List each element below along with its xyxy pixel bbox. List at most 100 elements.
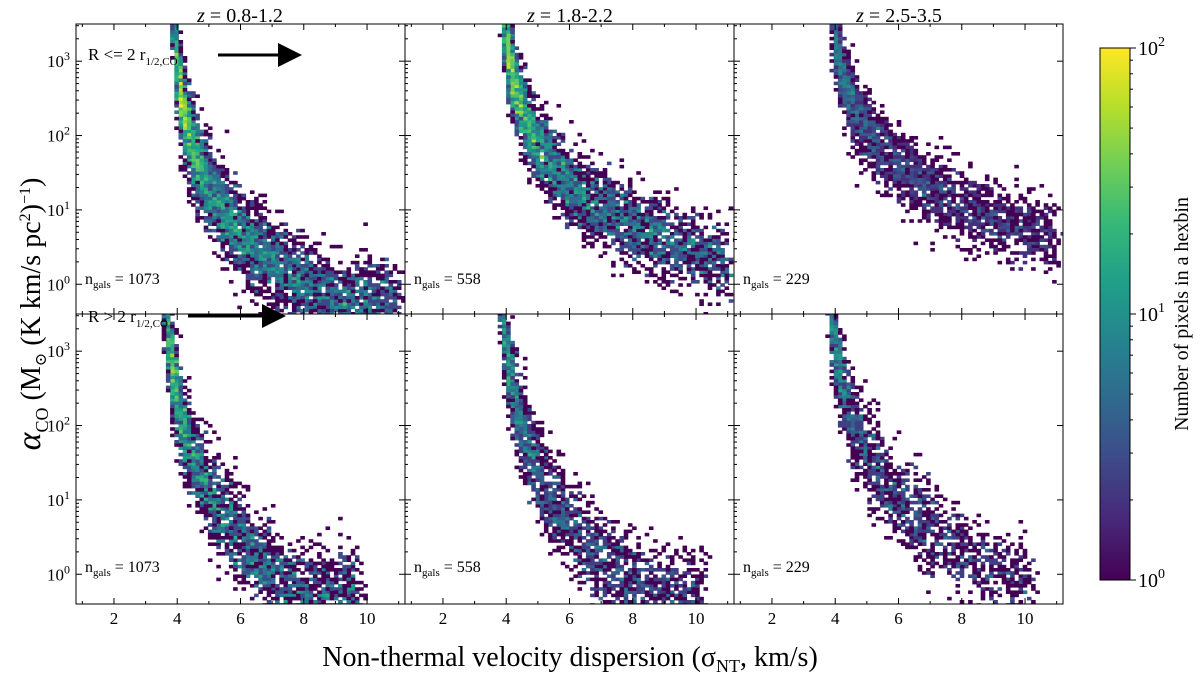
hexbin-cell: [674, 584, 679, 588]
hexbin-cell: [837, 46, 843, 50]
hexbin-cell: [275, 564, 280, 569]
hexbin-cell: [392, 308, 398, 313]
hexbin-cell: [220, 500, 226, 505]
hexbin-cell: [317, 632, 322, 636]
hexbin-cell: [245, 260, 251, 265]
hexbin-cell: [275, 305, 280, 310]
hexbin-cell: [535, 155, 541, 159]
hexbin-cell: [997, 203, 1003, 207]
hexbin-cell: [669, 251, 675, 255]
hexbin-cell: [1005, 219, 1011, 223]
hexbin-cell: [266, 241, 272, 246]
hexbin-cell: [279, 289, 284, 294]
hexbin-cell: [602, 216, 608, 220]
hexbin-cell: [602, 536, 608, 540]
hexbin-cell: [342, 606, 347, 610]
hexbin-cell: [627, 209, 633, 214]
hexbin-cell: [279, 577, 284, 582]
hexbin-cell: [896, 200, 902, 204]
hexbin-cell: [203, 209, 209, 214]
hexbin-cell: [212, 196, 217, 201]
hexbin-cell: [615, 200, 620, 204]
hexbin-cell: [178, 56, 184, 60]
hexbin-cell: [560, 171, 566, 175]
hexbin-cell: [224, 491, 230, 495]
hexbin-cell: [686, 216, 692, 220]
hexbin-cell: [913, 203, 919, 207]
hexbin-cell: [539, 164, 545, 169]
hexbin-cell: [363, 344, 368, 348]
hexbin-cell: [501, 49, 507, 54]
hexbin-cell: [720, 251, 725, 255]
hexbin-cell: [174, 331, 179, 335]
hexbin-cell: [305, 322, 310, 326]
hexbin-cell: [518, 120, 524, 124]
hexbin-cell: [224, 267, 230, 271]
hexbin-cell: [1052, 244, 1057, 249]
hexbin-cell: [972, 216, 977, 220]
hexbin-cell: [182, 129, 188, 134]
hexbin-cell: [682, 244, 688, 249]
hexbin-cell: [287, 267, 293, 271]
hexbin-cell: [1039, 209, 1045, 214]
hexbin-cell: [367, 254, 373, 258]
hexbin-cell: [552, 171, 557, 175]
hexbin-cell: [829, 68, 835, 73]
hexbin-cell: [170, 372, 175, 377]
hexbin-cell: [888, 152, 893, 156]
hexbin-cell: [220, 190, 226, 194]
hexbin-cell: [830, 2, 835, 6]
hexbin-cell: [216, 532, 221, 537]
hexbin-cell: [178, 59, 184, 63]
hexbin-cell: [611, 228, 616, 233]
hexbin-cell: [321, 580, 326, 585]
hexbin-cell: [879, 139, 885, 143]
hexbin-cell: [291, 308, 297, 313]
hexbin-cell: [854, 132, 860, 137]
hexbin-cell: [711, 257, 717, 262]
hexbin-cell: [527, 123, 532, 127]
hexbin-cell: [266, 584, 272, 588]
hexbin-cell: [699, 228, 704, 233]
hexbin-cell: [506, 8, 511, 12]
hexbin-cell: [972, 200, 977, 204]
hexbin-cell: [170, 56, 175, 60]
hexbin-cell: [522, 81, 528, 86]
hexbin-cell: [627, 187, 633, 191]
hexbin-cell: [237, 491, 242, 495]
hexbin-cell: [325, 289, 331, 294]
hexbin-cell: [191, 456, 196, 460]
hexbin-cell: [535, 148, 541, 153]
hexbin-cell: [389, 344, 394, 348]
hexbin-cell: [270, 264, 276, 268]
hexbin-cell: [858, 142, 864, 146]
hexbin-cell: [1052, 209, 1057, 214]
hexbin-cell: [207, 235, 213, 239]
hexbin-cell: [321, 296, 326, 300]
hexbin-cell: [347, 315, 352, 319]
hexbin-cell: [342, 325, 347, 329]
hexbin-cell: [649, 610, 654, 614]
hexbin-cell: [657, 254, 662, 258]
hexbin-cell: [686, 558, 692, 562]
hexbin-cell: [585, 187, 591, 191]
hexbin-cell: [590, 212, 595, 217]
hexbin-cell: [598, 190, 604, 194]
hexbin-cell: [942, 212, 948, 217]
hexbin-cell: [350, 600, 356, 604]
hexbin-cell: [304, 305, 310, 310]
hexbin-cell: [186, 120, 192, 124]
hexbin-cell: [716, 280, 721, 284]
hexbin-cell: [867, 148, 872, 153]
hexbin-cell: [191, 420, 196, 425]
hexbin-cell: [388, 308, 394, 313]
hexbin-cell: [527, 84, 532, 89]
hexbin-cell: [598, 171, 604, 175]
hexbin-cell: [602, 187, 608, 191]
hexbin-cell: [203, 174, 209, 178]
hexbin-cell: [296, 596, 301, 601]
hexbin-cell: [203, 481, 209, 486]
hexbin-cell: [690, 216, 696, 220]
hexbin-cell: [182, 417, 188, 422]
hexbin-cell: [182, 456, 188, 460]
